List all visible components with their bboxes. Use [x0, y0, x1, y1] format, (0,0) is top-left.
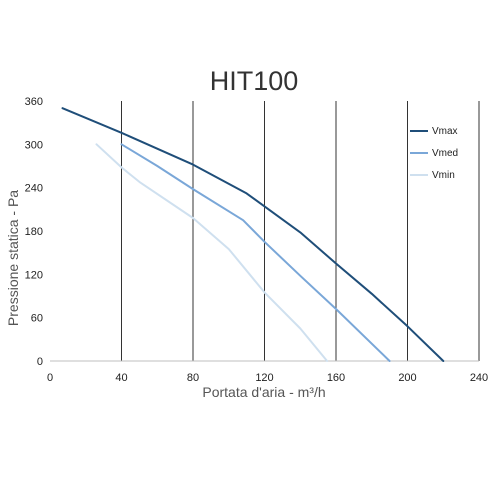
x-tick-label: 120 — [255, 372, 273, 384]
grid — [121, 101, 480, 361]
y-axis-label: Pressione statica - Pa — [5, 190, 21, 326]
x-tick-label: 0 — [47, 372, 53, 384]
x-tick-label: 160 — [327, 372, 345, 384]
y-tick-label: 60 — [31, 313, 43, 325]
y-tick-label: 240 — [25, 183, 43, 195]
tick-labels: 0 40 80 120 160 200 240 0 60 120 180 240 300 360 — [25, 96, 489, 384]
y-tick-label: 180 — [25, 226, 43, 238]
x-tick-label: 40 — [115, 372, 127, 384]
y-tick-label: 360 — [25, 96, 43, 108]
y-tick-label: 0 — [37, 356, 43, 368]
legend: Vmax Vmed Vmin — [410, 126, 458, 181]
x-axis-label: Portata d'aria - m³/h — [202, 384, 325, 400]
x-tick-label: 80 — [187, 372, 199, 384]
y-tick-label: 120 — [25, 269, 43, 281]
legend-label: Vmax — [432, 126, 458, 137]
x-tick-label: 200 — [398, 372, 416, 384]
series-line-vmed — [120, 143, 391, 362]
x-tick-label: 240 — [470, 372, 488, 384]
series-line-vmax — [61, 107, 445, 362]
series-lines — [61, 107, 445, 362]
chart-title: HIT100 — [210, 66, 299, 96]
legend-label: Vmed — [432, 148, 458, 159]
series-line-vmin — [95, 143, 329, 362]
legend-label: Vmin — [432, 170, 455, 181]
y-tick-label: 300 — [25, 139, 43, 151]
